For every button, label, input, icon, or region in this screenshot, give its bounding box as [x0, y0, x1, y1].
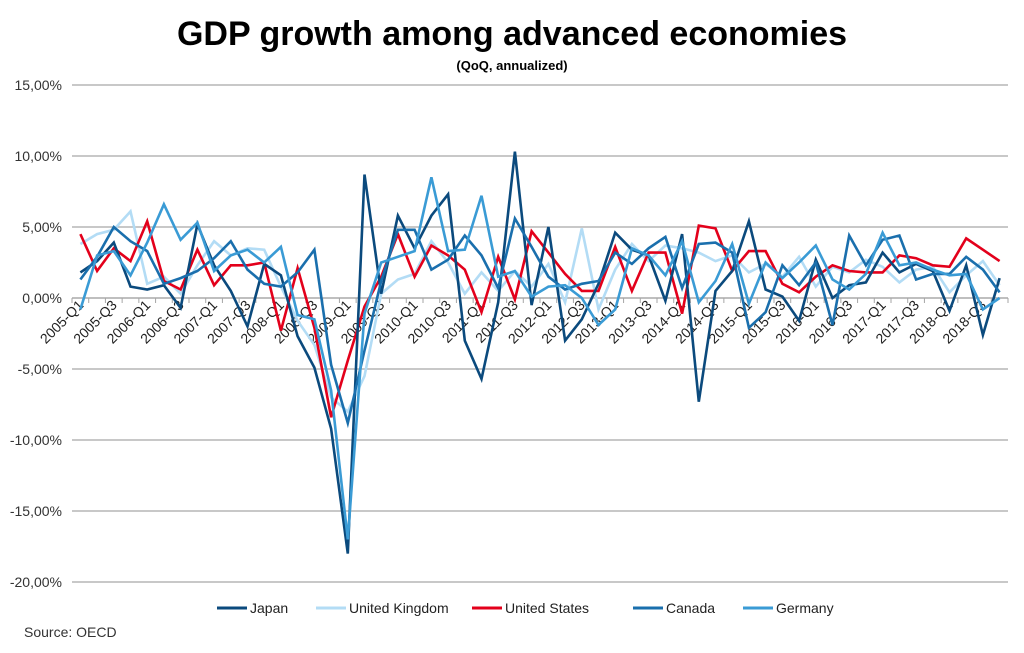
- legend-label: Germany: [776, 600, 834, 616]
- chart-title: GDP growth among advanced economies: [177, 15, 847, 53]
- legend-label: Canada: [666, 600, 715, 616]
- series-line-united-states: [79, 217, 1001, 418]
- y-tick-label: -10,00%: [10, 432, 62, 448]
- y-tick-label: -15,00%: [10, 503, 62, 519]
- y-axis: 15,00% 10,00% 5,00% 0,00% -5,00% -10,00% -15,0…: [10, 77, 62, 590]
- y-tick-label: 10,00%: [15, 148, 62, 164]
- y-tick-label: 5,00%: [22, 219, 62, 235]
- legend: Japan United Kingdom United States Canada Ge…: [217, 600, 834, 616]
- y-tick-label: 15,00%: [15, 77, 62, 93]
- series-line-germany: [79, 177, 1001, 540]
- source-note: Source: OECD: [24, 624, 117, 640]
- legend-label: United States: [505, 600, 589, 616]
- y-tick-label: 0,00%: [22, 290, 62, 306]
- y-tick-label: -5,00%: [18, 361, 62, 377]
- y-tick-label: -20,00%: [10, 574, 62, 590]
- chart-subtitle: (QoQ, annualized): [456, 58, 567, 73]
- legend-label: United Kingdom: [349, 600, 449, 616]
- series-line-canada: [79, 215, 1001, 429]
- series-lines: [79, 151, 1001, 554]
- series-line-japan: [79, 151, 1001, 554]
- legend-label: Japan: [250, 600, 288, 616]
